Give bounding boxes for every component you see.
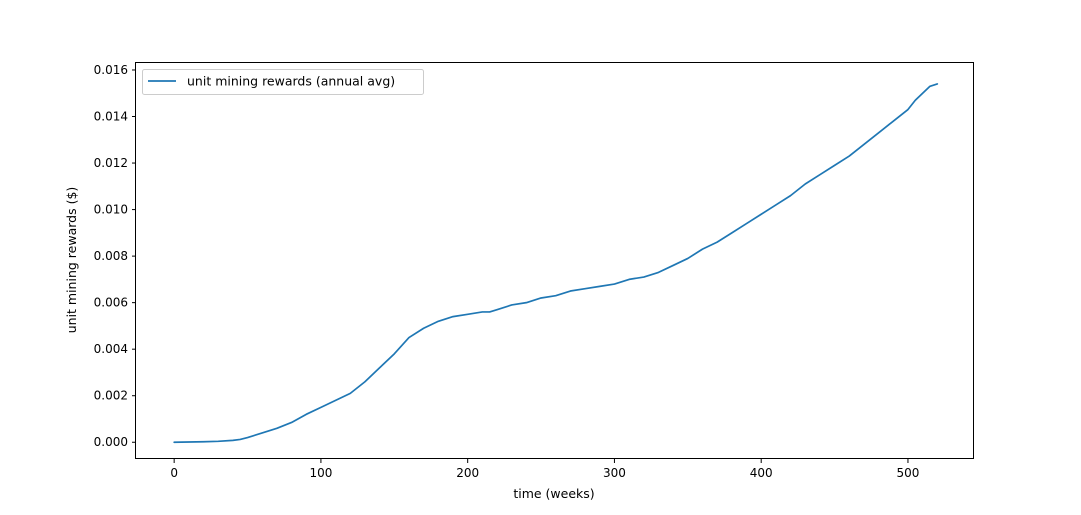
y-tick-label: 0.010 (94, 203, 128, 217)
y-tick-label: 0.012 (94, 156, 128, 170)
y-axis-label: unit mining rewards ($) (64, 187, 79, 334)
x-tick-label: 100 (309, 466, 332, 480)
y-tick-label: 0.008 (94, 249, 128, 263)
x-tick-label: 500 (897, 466, 920, 480)
y-tick-label: 0.016 (94, 63, 128, 77)
y-tick-label: 0.002 (94, 389, 128, 403)
series-line (173, 83, 939, 444)
x-axis: 0 100 200 300 400 500 (170, 459, 919, 480)
y-tick-label: 0.004 (94, 342, 128, 356)
y-tick-label: 0.006 (94, 296, 128, 310)
x-tick-label: 300 (603, 466, 626, 480)
y-axis: 0.000 0.002 0.004 0.006 0.008 0.010 0.012 0.014… (94, 63, 136, 449)
legend-label: unit mining rewards (annual avg) (187, 74, 395, 89)
y-tick-label: 0.000 (94, 435, 128, 449)
x-axis-label: time (weeks) (513, 486, 594, 501)
plot-area (173, 83, 939, 444)
x-tick-label: 400 (750, 466, 773, 480)
y-tick-label: 0.014 (94, 110, 128, 124)
axes-frame (135, 62, 974, 459)
x-tick-label: 200 (456, 466, 479, 480)
legend: unit mining rewards (annual avg) (142, 69, 424, 95)
x-tick-label: 0 (170, 466, 178, 480)
legend-box (142, 69, 424, 95)
